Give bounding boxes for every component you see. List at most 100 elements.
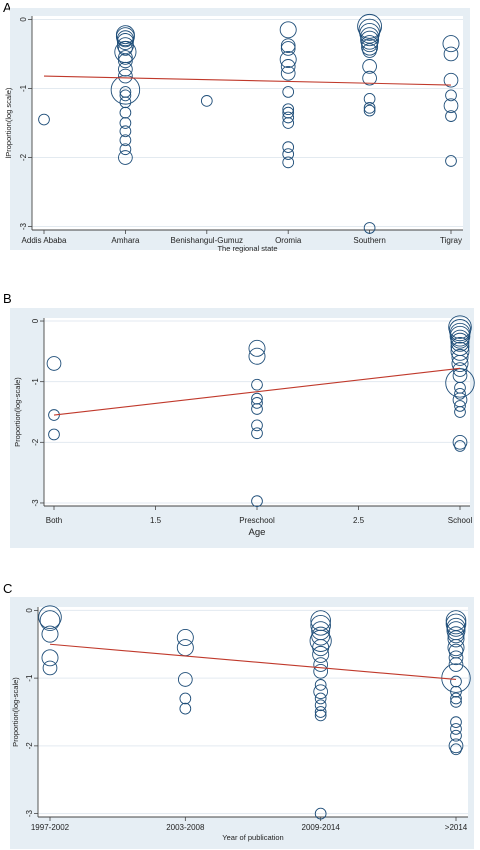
data-point [448, 319, 472, 342]
data-point [42, 660, 58, 676]
data-point [362, 59, 377, 74]
chart-background [10, 597, 474, 849]
data-point [448, 738, 464, 754]
data-point [445, 110, 457, 122]
data-point [115, 27, 135, 47]
data-point [118, 150, 133, 165]
y-axis-title: lProportion(log scale) [4, 87, 13, 158]
data-point [314, 692, 327, 705]
data-point [363, 92, 376, 105]
data-point [450, 716, 462, 729]
data-point [110, 75, 141, 105]
y-axis-title: Proportion(log-scale) [13, 377, 22, 447]
data-point [314, 679, 327, 691]
data-point [282, 148, 295, 160]
data-point [314, 807, 327, 820]
data-point [313, 664, 329, 679]
y-tick-label: -2 [19, 153, 28, 161]
data-point [454, 406, 466, 418]
data-point [309, 629, 332, 652]
gridlines [38, 609, 468, 815]
y-ticks: 0 -1 -2 -3 [25, 608, 38, 817]
y-tick-label: 0 [25, 608, 34, 613]
plot-area [32, 16, 463, 230]
x-tick-label: Oromia [275, 236, 302, 245]
data-point [41, 649, 59, 667]
data-point [450, 695, 462, 708]
data-point [360, 27, 380, 47]
panel-label: B [3, 291, 12, 306]
data-point [451, 348, 469, 366]
data-point [443, 98, 459, 114]
data-point [279, 51, 297, 68]
x-tick-label: Benishangul-Gumuz [171, 236, 243, 245]
data-point [448, 650, 464, 666]
data-point [450, 332, 470, 352]
data-point [41, 625, 59, 643]
data-point [314, 709, 327, 722]
data-point [280, 65, 296, 81]
plot-area [44, 318, 470, 506]
data-point [118, 61, 133, 77]
x-tick-label: Preschool [239, 516, 275, 525]
data-point [445, 89, 457, 102]
data-point [450, 729, 462, 742]
data-point [119, 143, 132, 156]
y-tick-label: -1 [19, 84, 28, 92]
data-point [39, 610, 61, 631]
data-point [311, 626, 331, 646]
fitted-line [43, 75, 452, 86]
y-tick-label: -2 [31, 438, 40, 446]
data-point [118, 68, 133, 84]
data-point [46, 356, 62, 371]
data-point [446, 617, 466, 637]
data-point [118, 50, 133, 65]
data-point [280, 38, 296, 54]
data-point [448, 315, 472, 339]
data-point [447, 630, 465, 648]
x-tick-label: 2003-2008 [166, 823, 205, 832]
data-point [119, 134, 132, 147]
panel-c: C 0 -1 -2 -3 1997-2002 2003-2008 2009-2014 >201… [0, 577, 480, 850]
data-point [38, 113, 50, 126]
chart-background [10, 308, 474, 548]
data-point [48, 409, 60, 421]
data-point [359, 22, 380, 44]
data-point [362, 43, 377, 58]
data-point [312, 639, 330, 657]
y-axis-title: Proportion(log-scale) [11, 677, 20, 747]
data-point [119, 117, 132, 129]
y-tick-label: -1 [31, 378, 40, 386]
x-tick-label: 2009-2014 [302, 823, 341, 832]
x-axis-title: The regional state [217, 244, 277, 253]
axes [31, 16, 463, 231]
x-tick-label: Both [46, 516, 62, 525]
axes [37, 607, 468, 818]
y-ticks: 0 -1 -2 -3 [31, 318, 44, 507]
data-point [282, 117, 295, 129]
gridlines [32, 18, 463, 228]
data-point [454, 440, 466, 452]
data-point [448, 657, 464, 672]
data-point [179, 702, 192, 715]
panel-label: C [3, 581, 13, 596]
data-point [445, 613, 467, 635]
chart-c: 0 -1 -2 -3 1997-2002 2003-2008 2009-2014 >2014 Y… [10, 597, 474, 849]
data-point [282, 141, 295, 154]
data-point [179, 692, 192, 705]
data-point [119, 89, 132, 102]
data-point [119, 125, 132, 138]
x-tick-label: Addis Ababa [22, 236, 67, 245]
data-point [282, 103, 295, 116]
data-point [360, 30, 380, 50]
plot-area [38, 607, 468, 817]
data-point [251, 495, 263, 507]
data-point [450, 341, 470, 361]
data-point [116, 33, 134, 51]
data-point [38, 605, 62, 629]
x-tick-label: School [448, 516, 473, 525]
data-points [38, 605, 471, 820]
data-point [251, 397, 263, 409]
data-point [450, 329, 470, 349]
data-point [280, 41, 296, 56]
